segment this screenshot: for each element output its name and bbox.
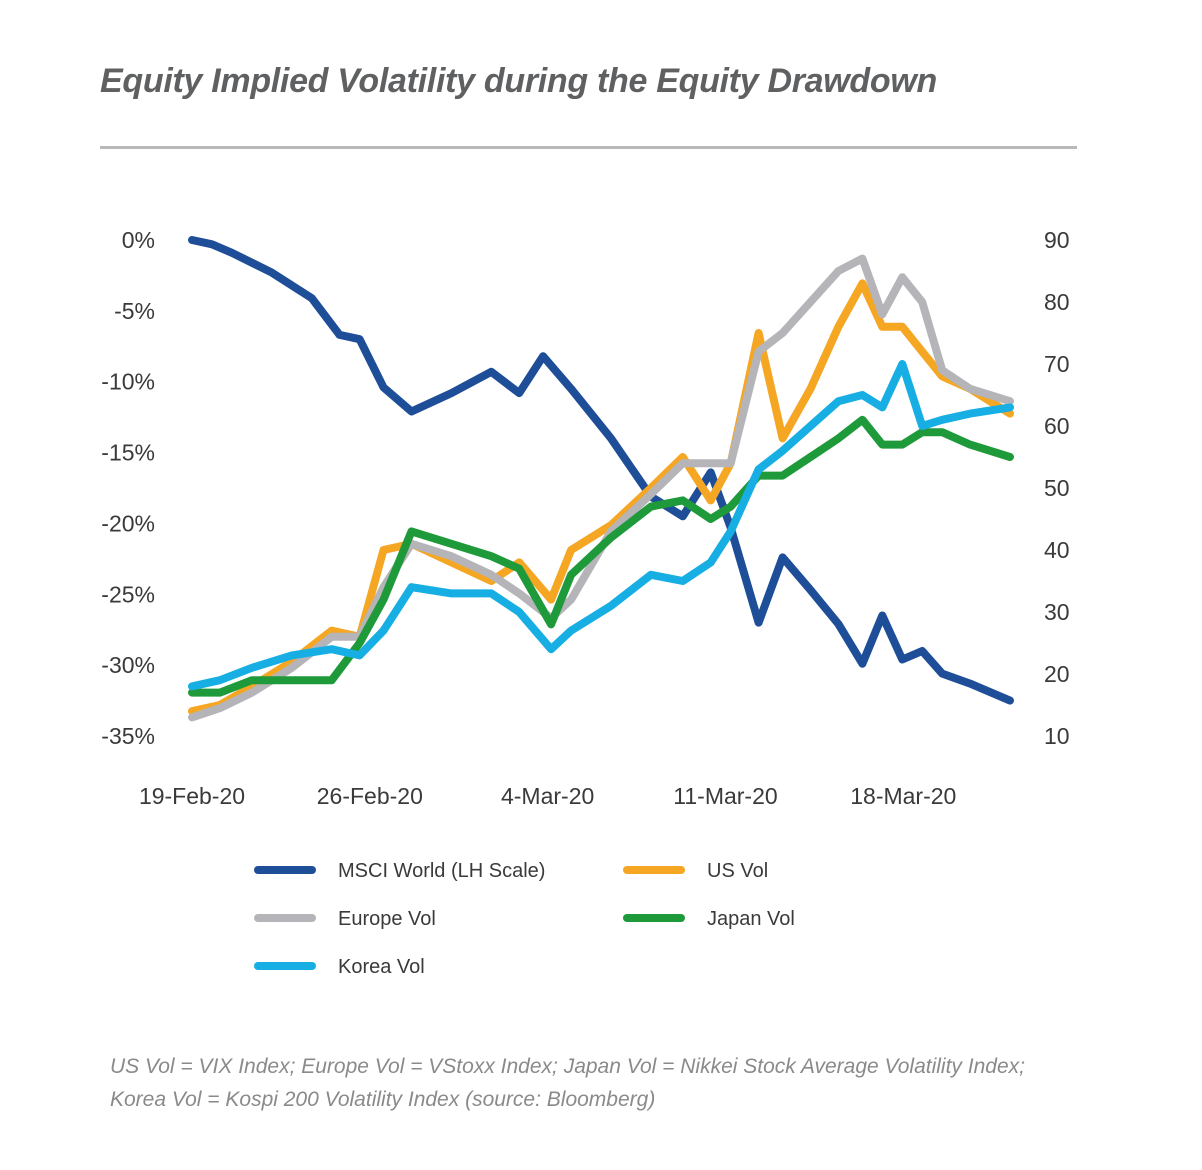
x-axis-tick-label: 4-Mar-20 xyxy=(501,783,594,809)
series-lines xyxy=(188,236,1014,722)
right-y-axis: 90 80 70 60 50 40 30 20 10 xyxy=(1044,227,1070,749)
legend-label: Europe Vol xyxy=(338,908,436,930)
right-axis-tick-label: 40 xyxy=(1044,537,1070,563)
left-axis-tick-label: 0% xyxy=(122,227,155,253)
left-axis-tick-label: -20% xyxy=(101,510,155,536)
legend-label: Korea Vol xyxy=(338,956,425,978)
right-axis-tick-label: 70 xyxy=(1044,351,1070,377)
legend-label: US Vol xyxy=(707,860,768,882)
footnote-line-2: Korea Vol = Kospi 200 Volatility Index (… xyxy=(110,1088,656,1111)
right-axis-tick-label: 10 xyxy=(1044,723,1070,749)
left-y-axis: 0% -5% -10% -15% -20% -25% -30% -35% xyxy=(101,227,155,749)
right-axis-tick-label: 20 xyxy=(1044,661,1070,687)
right-axis-tick-label: 50 xyxy=(1044,475,1070,501)
footnote-line-1: US Vol = VIX Index; Europe Vol = VStoxx … xyxy=(110,1055,1025,1078)
right-axis-tick-label: 60 xyxy=(1044,413,1070,439)
left-axis-tick-label: -10% xyxy=(101,369,155,395)
x-axis-tick-label: 19-Feb-20 xyxy=(139,783,245,809)
footnote: US Vol = VIX Index; Europe Vol = VStoxx … xyxy=(110,1050,1110,1116)
line-chart: 0% -5% -10% -15% -20% -25% -30% -35% 90 80 70 60 50… xyxy=(101,227,1070,978)
x-axis-tick-label: 18-Mar-20 xyxy=(850,783,956,809)
x-axis: 19-Feb-20 26-Feb-20 4-Mar-20 11-Mar-20 18-Ma… xyxy=(139,783,956,809)
left-axis-tick-label: -15% xyxy=(101,440,155,466)
x-axis-tick-label: 26-Feb-20 xyxy=(317,783,423,809)
chart-title: Equity Implied Volatility during the Equ… xyxy=(100,62,937,100)
legend-label: Japan Vol xyxy=(707,908,795,930)
legend-label: MSCI World (LH Scale) xyxy=(338,860,545,882)
x-axis-tick-label: 11-Mar-20 xyxy=(673,783,777,809)
series-line-europe-vol xyxy=(188,254,1014,722)
right-axis-tick-label: 90 xyxy=(1044,227,1070,253)
left-axis-tick-label: -30% xyxy=(101,652,155,678)
left-axis-tick-label: -5% xyxy=(114,298,155,324)
left-axis-tick-label: -35% xyxy=(101,723,155,749)
left-axis-tick-label: -25% xyxy=(101,581,155,607)
legend: MSCI World (LH Scale) US Vol Europe Vol Jap… xyxy=(254,860,795,978)
right-axis-tick-label: 30 xyxy=(1044,599,1070,625)
title-divider xyxy=(100,146,1077,149)
series-line-korea-vol xyxy=(188,360,1014,691)
right-axis-tick-label: 80 xyxy=(1044,289,1070,315)
series-line-msci-world-lh-scale xyxy=(188,236,1014,705)
